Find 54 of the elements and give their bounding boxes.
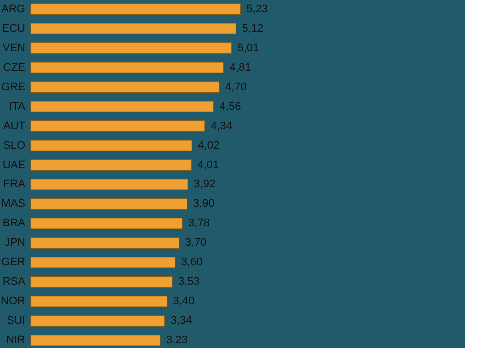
bar	[30, 276, 173, 288]
y-tick-label: ECU	[2, 22, 26, 35]
y-tick-label: NIR	[6, 334, 26, 347]
data-label: 3,23	[166, 334, 188, 347]
data-label: 3,78	[188, 218, 210, 230]
y-tick-label: BRA	[2, 218, 26, 230]
y-tick-label: FRA	[4, 178, 26, 191]
y-tick-label: SUI	[7, 315, 26, 328]
y-tick-label: GER	[2, 256, 26, 269]
bar	[30, 316, 166, 327]
bar	[30, 335, 161, 346]
bar	[30, 101, 214, 112]
data-label: 3,34	[170, 315, 192, 328]
y-tick-label: MAS	[2, 198, 26, 210]
data-label: 4,70	[225, 81, 247, 94]
y-tick-label: ARG	[2, 3, 26, 16]
y-tick-label: SLO	[3, 140, 26, 152]
data-label: 4,34	[210, 120, 232, 132]
data-label: 4,81	[230, 62, 252, 74]
bar	[30, 62, 224, 74]
data-label: 4,56	[220, 100, 242, 113]
y-tick-label: JPN	[4, 237, 26, 250]
data-label: 3,70	[185, 237, 207, 250]
data-label: 5,12	[242, 22, 264, 35]
bar	[30, 257, 176, 268]
bar	[30, 82, 220, 93]
bar	[30, 42, 232, 54]
y-tick-label: RSA	[2, 276, 26, 288]
y-tick-label: VEN	[2, 42, 26, 54]
data-label: 4,01	[198, 159, 220, 172]
y-tick-label: GRE	[2, 81, 26, 94]
bar	[30, 120, 206, 132]
y-tick-label: AUT	[4, 120, 26, 132]
bar	[30, 179, 188, 190]
bar	[30, 198, 188, 210]
data-label: 3,40	[173, 296, 195, 308]
bar	[30, 296, 168, 308]
y-tick-label: ITA	[9, 100, 26, 113]
bar	[30, 238, 180, 249]
bar	[30, 160, 192, 171]
bar	[30, 218, 183, 230]
data-label: 4,02	[198, 140, 220, 152]
data-label: 3,92	[194, 178, 216, 191]
bar	[30, 23, 237, 34]
data-label: 3,60	[181, 256, 203, 269]
data-label: 5,23	[246, 3, 268, 16]
bar	[30, 140, 192, 152]
y-tick-label: NOR	[1, 296, 26, 308]
data-label: 5,01	[238, 42, 260, 54]
y-tick-label: UAE	[2, 159, 26, 172]
y-tick-label: CZE	[4, 62, 26, 74]
bar	[30, 4, 241, 15]
data-label: 3,90	[193, 198, 215, 210]
data-label: 3,53	[178, 276, 200, 288]
